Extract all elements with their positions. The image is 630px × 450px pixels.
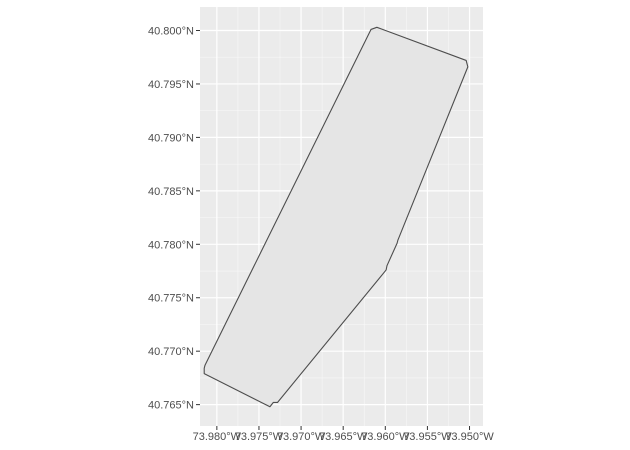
x-tick-label: 73.980°W [193,431,242,443]
y-tick-label: 40.775°N [148,293,194,305]
y-tick-label: 40.795°N [148,79,194,91]
y-tick-label: 40.785°N [148,186,194,198]
y-tick-label: 40.800°N [148,26,194,38]
y-tick-label: 40.790°N [148,132,194,144]
x-tick-label: 73.965°W [319,431,368,443]
x-tick-label: 73.970°W [277,431,326,443]
region-polygon [203,26,469,408]
x-axis: 73.980°W73.975°W73.970°W73.965°W73.960°W… [193,426,494,443]
x-tick-label: 73.960°W [361,431,410,443]
y-tick-label: 40.780°N [148,239,194,251]
y-tick-label: 40.765°N [148,400,194,412]
y-axis: 40.765°N 40.770°N 40.775°N 40.780°N 40.785°N… [148,26,200,412]
x-tick-label: 73.950°W [445,431,494,443]
y-tick-label: 40.770°N [148,346,194,358]
x-tick-label: 73.955°W [403,431,452,443]
x-tick-label: 73.975°W [235,431,284,443]
